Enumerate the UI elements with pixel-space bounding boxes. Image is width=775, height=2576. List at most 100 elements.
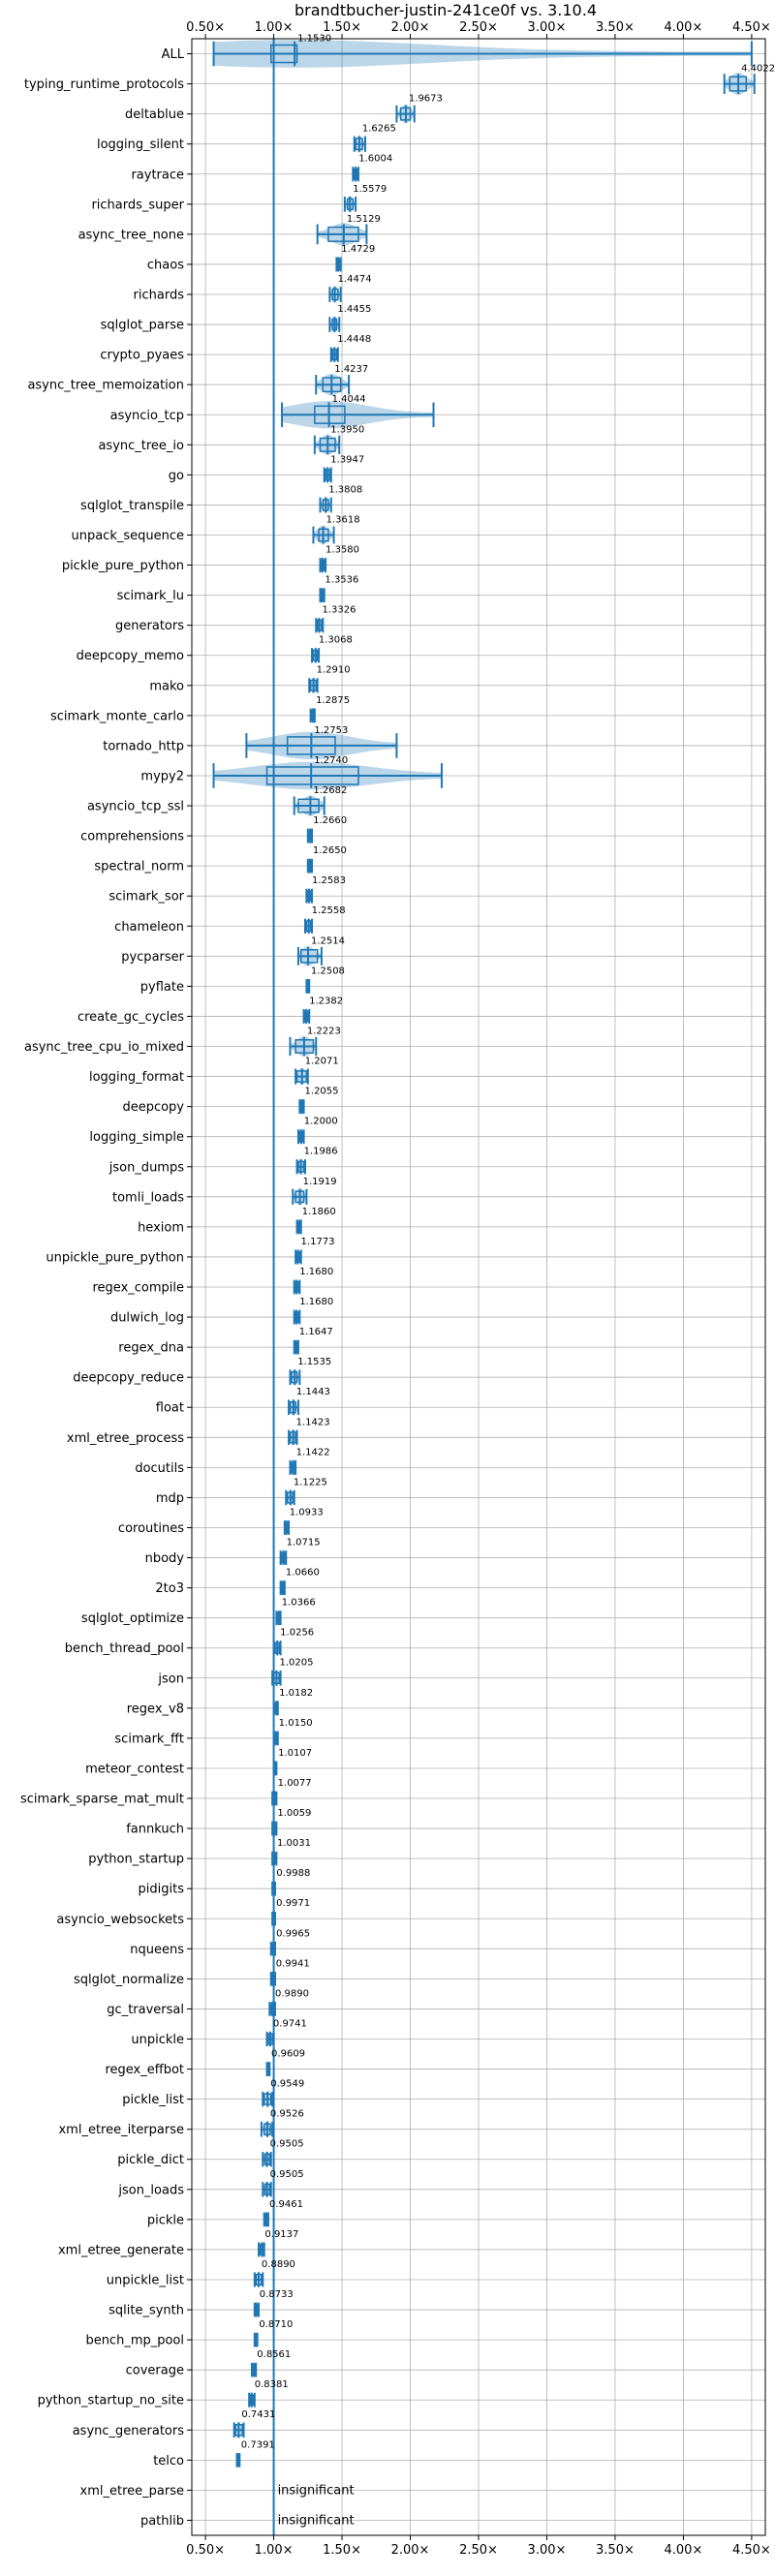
value-label: 1.6004 — [358, 154, 392, 165]
value-label: 1.4474 — [338, 274, 372, 285]
benchmark-label: mako — [149, 679, 184, 693]
value-label: 1.4448 — [337, 334, 371, 345]
value-label: 1.4455 — [337, 304, 371, 315]
value-label: 1.1773 — [301, 1237, 335, 1247]
benchmark-label: meteor_contest — [85, 1762, 184, 1776]
x-tick-label-top: 3.00× — [528, 20, 567, 35]
value-label: 1.1986 — [304, 1147, 338, 1157]
benchmark-label: regex_compile — [92, 1281, 184, 1296]
value-label: 1.3950 — [330, 424, 364, 435]
interquartile-box — [270, 44, 298, 64]
value-label: 1.3808 — [328, 484, 362, 495]
benchmark-label: ALL — [162, 47, 185, 62]
benchmark-label: sqlglot_parse — [101, 319, 184, 333]
benchmark-label: async_generators — [73, 2424, 185, 2438]
value-label: 0.8381 — [255, 2379, 289, 2390]
x-tick-label-bottom: 4.50× — [732, 2543, 771, 2558]
benchmark-label: pickle_list — [122, 2093, 184, 2107]
value-label: 1.6265 — [362, 124, 396, 135]
benchmark-label: generators — [115, 619, 184, 633]
value-label: 1.0150 — [279, 1718, 313, 1729]
interquartile-box — [300, 949, 319, 964]
value-label: 1.2223 — [307, 1026, 341, 1036]
value-label: 4.4022 — [741, 64, 775, 75]
interquartile-box — [297, 798, 320, 813]
x-tick-label-top: 4.50× — [732, 20, 771, 35]
x-tick-label-bottom: 2.50× — [459, 2543, 498, 2558]
benchmark-label: tornado_http — [103, 739, 184, 753]
benchmark-label: raytrace — [131, 168, 184, 182]
value-label: 0.9549 — [270, 2079, 304, 2090]
value-label: 0.9988 — [276, 1868, 310, 1879]
value-label: 1.5129 — [347, 214, 381, 225]
value-label: 1.3947 — [330, 454, 364, 465]
insignificant-label: insignificant — [278, 2483, 355, 2498]
interquartile-box — [265, 766, 359, 785]
x-axis-bottom: 0.50× 1.00× 1.50× 2.00× 2.50× 3.00× 3.50× 4.00×… — [186, 53, 771, 2558]
value-label: 1.0715 — [287, 1537, 321, 1548]
benchmark-label: richards — [134, 289, 185, 303]
value-label: 0.9890 — [275, 1988, 309, 1999]
benchmark-label: unpack_sequence — [71, 529, 184, 543]
benchmark-label: python_startup_no_site — [38, 2394, 184, 2408]
benchmark-label: pickle — [147, 2213, 184, 2227]
benchmark-label: asyncio_tcp_ssl — [87, 800, 184, 814]
value-label: 1.2055 — [305, 1087, 339, 1097]
value-label: 0.8561 — [257, 2349, 291, 2360]
benchmark-label: unpickle_list — [107, 2273, 184, 2287]
value-label: 1.1919 — [303, 1177, 337, 1187]
value-label: 0.9526 — [270, 2109, 304, 2120]
benchmark-label: pickle_pure_python — [62, 559, 184, 573]
benchmark-label: nqueens — [130, 1943, 184, 1957]
benchmark-label: scimark_monte_carlo — [50, 709, 184, 723]
value-label: 1.1860 — [302, 1207, 336, 1217]
value-label: 0.9941 — [276, 1958, 310, 1969]
value-label: 1.2382 — [309, 996, 343, 1006]
benchmark-label: pickle_dict — [117, 2153, 184, 2167]
value-label: 1.2875 — [316, 695, 350, 706]
benchmark-label: richards_super — [91, 198, 184, 212]
benchmark-label: go — [169, 469, 184, 483]
value-label: 1.1443 — [296, 1387, 330, 1397]
benchmark-label: scimark_sparse_mat_mult — [20, 1793, 184, 1807]
benchmark-label: async_tree_none — [78, 228, 184, 242]
benchmark-label: hexiom — [138, 1220, 184, 1235]
value-label: 1.2740 — [314, 755, 348, 766]
value-label: 1.0366 — [282, 1598, 316, 1609]
benchmark-label: regex_v8 — [127, 1702, 184, 1716]
value-label: 1.1225 — [294, 1477, 327, 1487]
benchmark-label: scimark_sor — [108, 890, 184, 905]
benchmark-label: mdp — [156, 1491, 184, 1506]
value-label: 1.3536 — [325, 575, 358, 586]
benchmark-label: logging_simple — [89, 1130, 184, 1145]
benchmark-label: create_gc_cycles — [78, 1010, 184, 1025]
value-label: 1.0182 — [279, 1688, 313, 1699]
value-label: 1.3326 — [322, 605, 356, 616]
value-label: 1.3618 — [326, 514, 360, 525]
value-label: 1.0107 — [278, 1748, 312, 1759]
value-label: 1.0660 — [286, 1568, 320, 1579]
benchmark-label: comprehensions — [80, 830, 184, 844]
value-label: 1.0077 — [278, 1778, 312, 1789]
benchmark-label: chameleon — [114, 920, 184, 935]
value-label: 1.2000 — [304, 1117, 338, 1127]
benchmark-label: 2to3 — [155, 1581, 184, 1596]
x-tick-label-top: 2.50× — [459, 20, 498, 35]
x-tick-label-top: 1.50× — [323, 20, 361, 35]
value-label: 0.9741 — [273, 2018, 307, 2029]
benchmark-label: regex_dna — [118, 1341, 184, 1356]
value-label: 1.4237 — [334, 364, 368, 375]
benchmark-label: sqlglot_transpile — [80, 499, 184, 513]
value-label: 1.2508 — [311, 966, 345, 976]
benchmark-label: json — [157, 1671, 184, 1686]
value-label: 1.0031 — [277, 1838, 311, 1849]
x-tick-label-bottom: 3.50× — [596, 2543, 635, 2558]
x-tick-label-top: 0.50× — [186, 20, 225, 35]
benchmark-label: deepcopy — [122, 1100, 184, 1115]
value-label: 1.1647 — [299, 1327, 333, 1337]
x-tick-label-bottom: 2.00× — [391, 2543, 430, 2558]
value-label: 1.2071 — [305, 1057, 339, 1067]
x-tick-label-top: 2.00× — [391, 20, 430, 35]
benchmark-label: sqlite_synth — [108, 2304, 184, 2318]
value-label: 1.0205 — [279, 1658, 313, 1669]
